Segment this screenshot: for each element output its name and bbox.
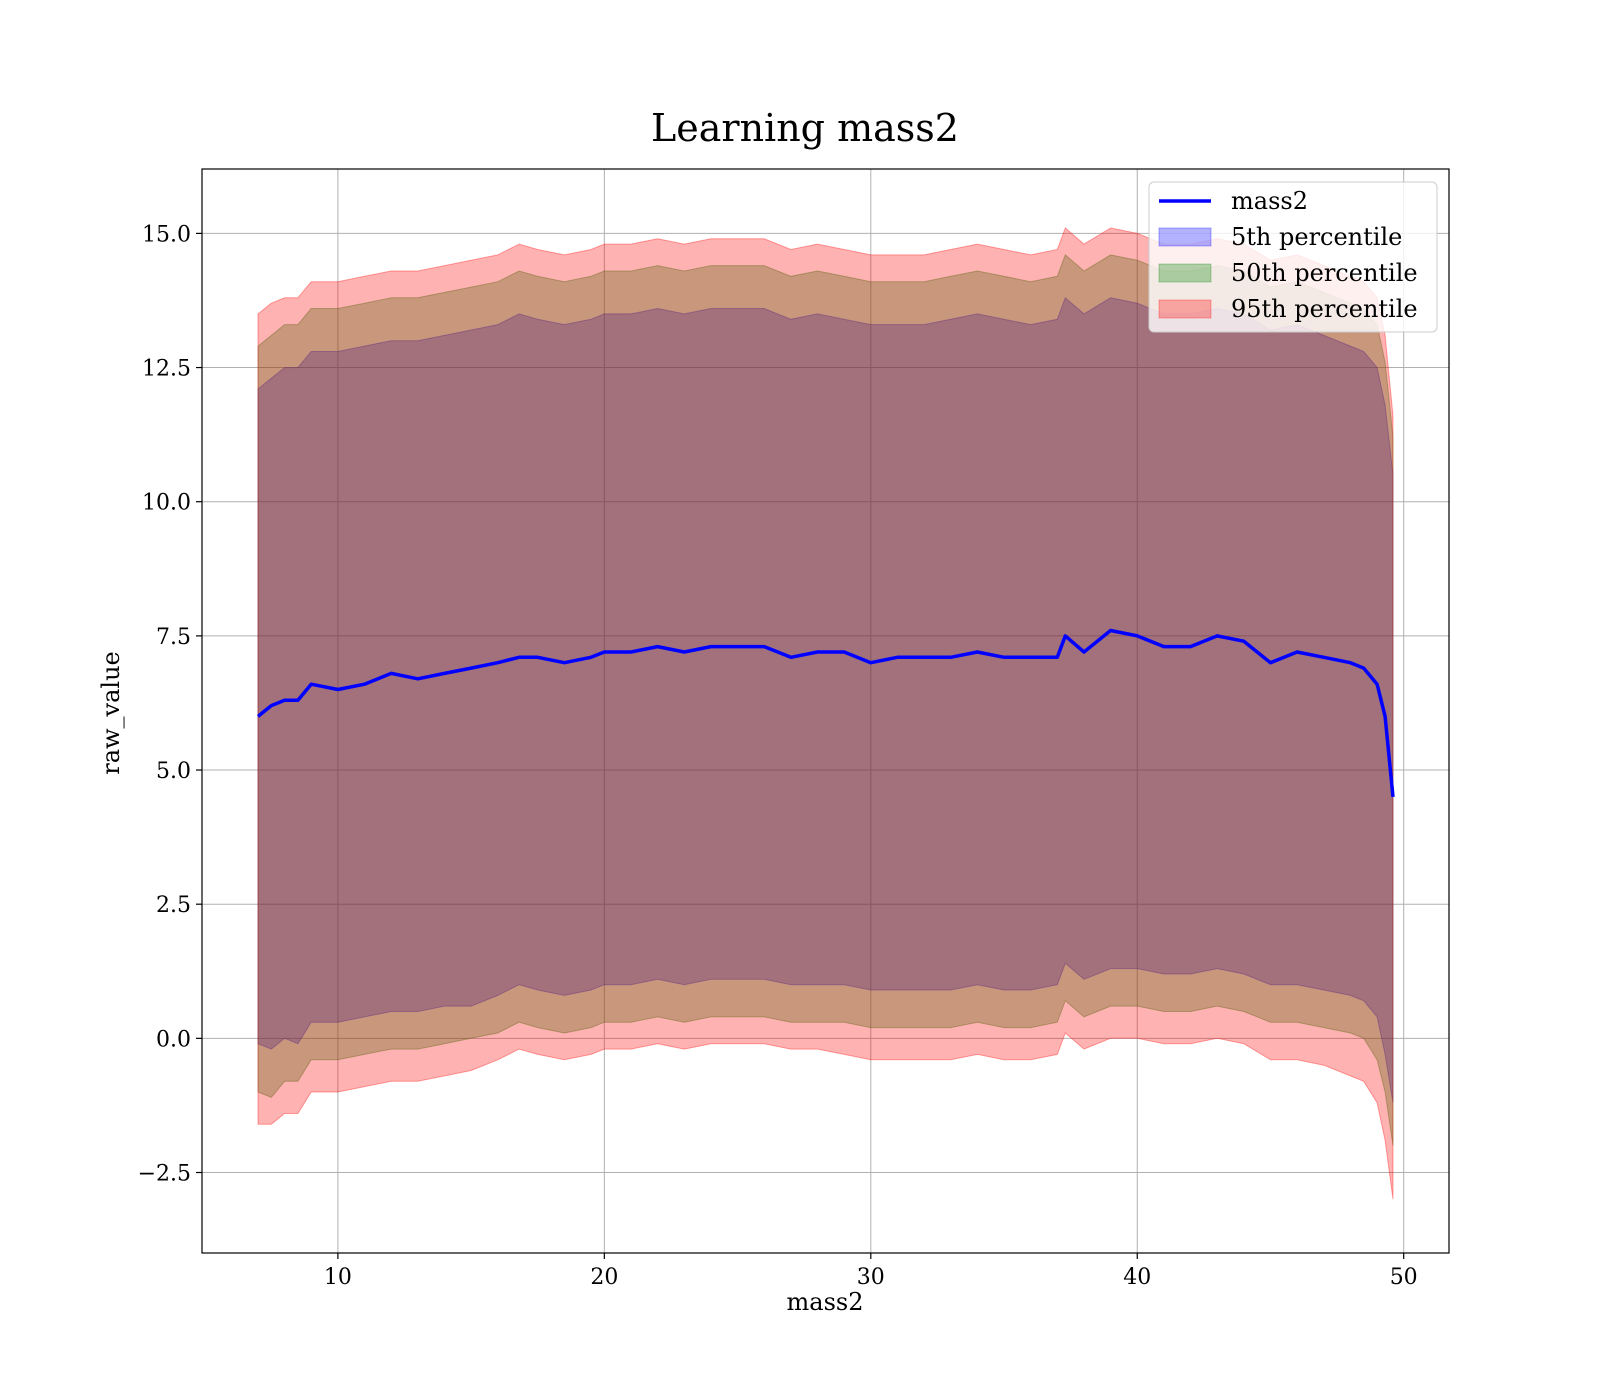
x-tick-label-3: 40 — [1123, 1265, 1151, 1290]
y-axis-label: raw_value — [97, 651, 125, 775]
x-tick-label-0: 10 — [324, 1265, 352, 1290]
x-axis: 10 20 30 40 50 — [324, 1253, 1418, 1290]
x-tick-label-4: 50 — [1390, 1265, 1418, 1290]
legend: mass2 5th percentile 50th percentile 95t… — [1148, 181, 1438, 333]
percentile-bands — [257, 227, 1394, 1200]
y-tick-label-2: 2.5 — [156, 893, 191, 918]
legend-label-p95: 95th percentile — [1231, 295, 1418, 323]
legend-label-mass2: mass2 — [1231, 187, 1308, 215]
x-tick-label-1: 20 — [590, 1265, 618, 1290]
legend-swatch-p50 — [1158, 263, 1212, 283]
plot-frame — [201, 168, 1450, 1254]
band-5th — [257, 296, 1394, 1103]
y-tick-label-6: 12.5 — [142, 357, 191, 382]
grid — [202, 169, 1449, 1253]
band-95th — [257, 227, 1394, 1200]
line-layer — [256, 628, 1395, 798]
y-tick-label-7: 15.0 — [142, 222, 191, 247]
legend-label-p50: 50th percentile — [1231, 259, 1418, 287]
chart-title: Learning mass2 — [651, 106, 959, 150]
legend-box — [1148, 181, 1438, 333]
y-tick-label-3: 5.0 — [156, 759, 191, 784]
y-tick-label-1: 0.0 — [156, 1027, 191, 1052]
y-tick-label-0: −2.5 — [138, 1162, 191, 1187]
band-50th — [257, 254, 1394, 1146]
y-tick-label-5: 10.0 — [142, 491, 191, 516]
legend-swatch-p95 — [1158, 299, 1212, 319]
legend-swatch-p5 — [1158, 227, 1212, 247]
legend-label-p5: 5th percentile — [1231, 223, 1402, 251]
y-axis: −2.5 0.0 2.5 5.0 7.5 10.0 12.5 15.0 — [138, 222, 202, 1187]
series-line-mass2 — [256, 628, 1395, 798]
y-tick-label-4: 7.5 — [156, 625, 191, 650]
x-axis-label: mass2 — [787, 1288, 864, 1316]
x-tick-label-2: 30 — [857, 1265, 885, 1290]
